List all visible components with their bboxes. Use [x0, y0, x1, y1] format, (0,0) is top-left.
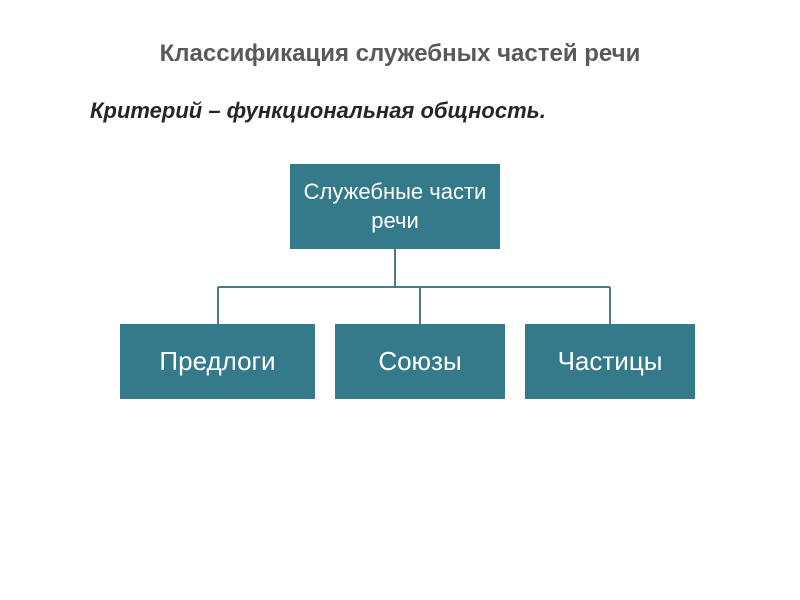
page-title: Классификация служебных частей речи — [0, 0, 800, 98]
connector-horizontal — [218, 286, 611, 288]
root-node: Служебные части речи — [290, 164, 500, 249]
child-node-1: Союзы — [335, 324, 505, 399]
subtitle: Критерий – функциональная общность. — [0, 98, 800, 164]
connector-vertical-child-1 — [419, 287, 421, 325]
child-node-2: Частицы — [525, 324, 695, 399]
child-node-0: Предлоги — [120, 324, 315, 399]
connector-vertical-child-0 — [217, 287, 219, 325]
tree-diagram: Служебные части речи Предлоги Союзы Част… — [0, 164, 800, 444]
connector-vertical-child-2 — [609, 287, 611, 325]
connector-vertical-root — [394, 249, 396, 287]
